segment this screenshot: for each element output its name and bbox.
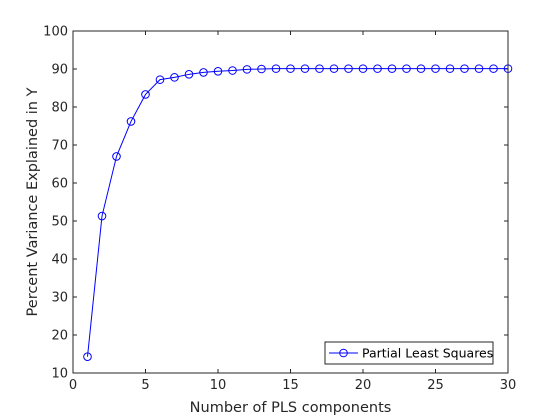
data-point (344, 64, 353, 73)
data-point (445, 64, 455, 73)
data-point (300, 64, 310, 73)
data-point (242, 65, 252, 74)
y-axis-label: Percent Variance Explained in Y (25, 87, 41, 316)
series-group (83, 64, 513, 361)
data-point (271, 64, 281, 73)
data-point (155, 75, 165, 84)
x-axis-label: Number of PLS components (190, 400, 392, 416)
data-point (474, 64, 484, 73)
data-point (257, 64, 266, 74)
x-axis-ticks: 0 5 10 15 20 25 30 (69, 31, 516, 393)
data-point (387, 64, 397, 73)
y-tick-label: 90 (51, 63, 68, 78)
series-line (87, 68, 508, 357)
x-tick-label: 20 (355, 378, 372, 393)
x-tick-label: 0 (69, 378, 77, 393)
data-point (184, 70, 194, 79)
data-point (460, 64, 469, 73)
y-tick-label: 50 (51, 215, 68, 230)
y-tick-label: 30 (51, 291, 68, 306)
legend: Partial Least Squares (324, 341, 494, 365)
data-point (170, 73, 179, 82)
legend-entry-label: Partial Least Squares (362, 346, 493, 361)
data-point (112, 152, 121, 161)
legend-box (324, 341, 494, 365)
data-point (199, 68, 208, 77)
data-point (315, 64, 324, 73)
data-point (431, 64, 440, 73)
data-point (489, 64, 498, 73)
data-point (358, 64, 368, 73)
x-tick-label: 5 (141, 378, 149, 393)
legend-marker-sample (339, 348, 348, 358)
data-point (97, 211, 107, 221)
y-tick-label: 10 (51, 367, 68, 382)
y-tick-label: 20 (51, 329, 68, 344)
y-tick-label: 60 (51, 177, 68, 192)
data-point (402, 64, 411, 73)
data-point (286, 64, 295, 73)
y-tick-label: 70 (51, 139, 68, 154)
plot-area (73, 31, 508, 373)
x-tick-label: 15 (282, 378, 299, 393)
y-tick-label: 40 (51, 253, 68, 268)
data-point (126, 117, 136, 126)
data-point (228, 66, 237, 75)
data-point (373, 64, 382, 73)
x-tick-label: 10 (210, 378, 227, 393)
x-tick-label: 30 (500, 378, 517, 393)
plot-frame (72, 30, 509, 374)
y-axis-ticks: 10 20 30 40 50 60 70 80 90 100 (43, 25, 508, 382)
x-tick-label: 25 (427, 378, 444, 393)
y-tick-label: 80 (51, 101, 68, 116)
data-point (416, 64, 426, 73)
data-point (213, 66, 223, 76)
data-point (83, 352, 92, 361)
data-point (329, 64, 339, 73)
data-point (141, 90, 150, 99)
y-tick-label: 100 (43, 25, 68, 40)
